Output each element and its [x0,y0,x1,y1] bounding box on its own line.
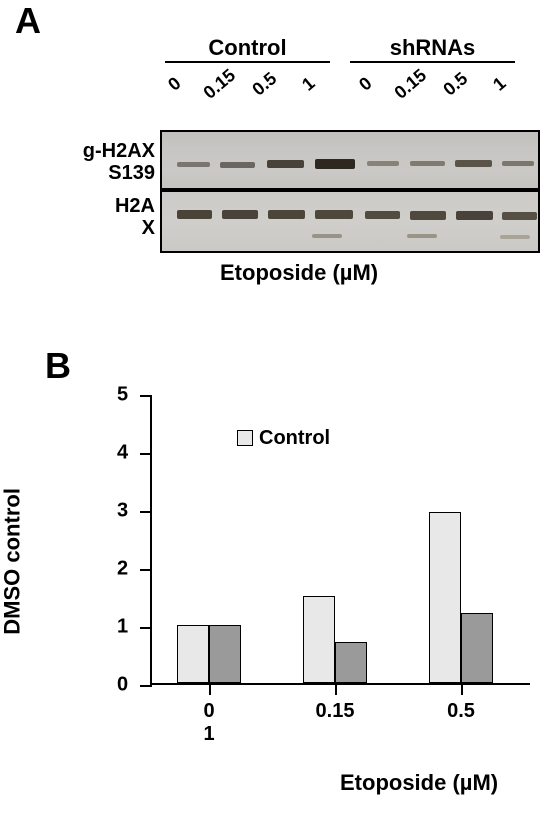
blot-band [177,210,212,219]
lane-label: 0.15 [196,62,242,106]
ytick-label: 1 [117,616,128,639]
protein-label: X [70,217,155,240]
blot-band [502,212,537,220]
blot-band [502,161,534,166]
blot-band [407,234,437,238]
blot-band [268,210,305,219]
lane-label: 0.5 [241,62,287,106]
ytick-label: 4 [117,442,128,465]
blot-band [365,211,400,219]
blot-band [455,160,492,167]
lane-label: 0.5 [432,62,478,106]
blot-band [315,210,353,219]
panel-b-xaxis: Etoposide (µM) [340,770,498,796]
lane-label: 1 [477,62,523,106]
bar-shrna [461,613,493,683]
ytick-label: 0 [117,674,128,697]
lane-label: 1 [286,62,332,106]
panel-b-chart: Fold increase overDMSO control 012345Con… [60,385,540,805]
blot-image [160,130,540,190]
panel-a-label: A [15,0,41,42]
bar-shrna [335,642,367,683]
xtick-label: 0.5 [447,700,475,723]
protein-label: S139 [70,162,155,185]
blot-band [222,210,258,219]
blot-band [500,235,530,239]
lane-label: 0 [152,62,198,106]
bar-control [303,596,335,683]
xtick-label: 0.15 [316,700,355,723]
blot-band [410,211,446,220]
xtick-label: 1 [203,723,214,746]
protein-label: g-H2AX [70,140,155,163]
bar-control [429,512,461,683]
group-label: Control [160,35,335,66]
bar-control [177,625,209,683]
panel-b-label: B [45,345,71,387]
blot-band [456,211,493,220]
bar-shrna [209,625,241,683]
blot-band [367,161,399,166]
blot-band [410,161,445,166]
blot-band [267,160,304,168]
protein-label: H2A [70,195,155,218]
yaxis-label: Fold increase overDMSO control [0,461,26,661]
blot-band [315,159,355,169]
bar-chart-area: 012345Control00.150.51 [150,395,530,685]
lane-label: 0.15 [387,62,433,106]
panel-a-xaxis: Etoposide (µM) [220,260,378,286]
lane-label: 0 [343,62,389,106]
blot-band [220,162,255,168]
blot-band [312,234,342,238]
group-label: shRNAs [345,35,520,66]
blot-band [177,162,210,167]
ytick-label: 5 [117,384,128,407]
legend-label: Control [259,427,330,450]
legend-swatch [237,430,253,446]
xtick-label: 0 [203,700,214,723]
blot-image [160,190,540,253]
ytick-label: 2 [117,558,128,581]
ytick-label: 3 [117,500,128,523]
